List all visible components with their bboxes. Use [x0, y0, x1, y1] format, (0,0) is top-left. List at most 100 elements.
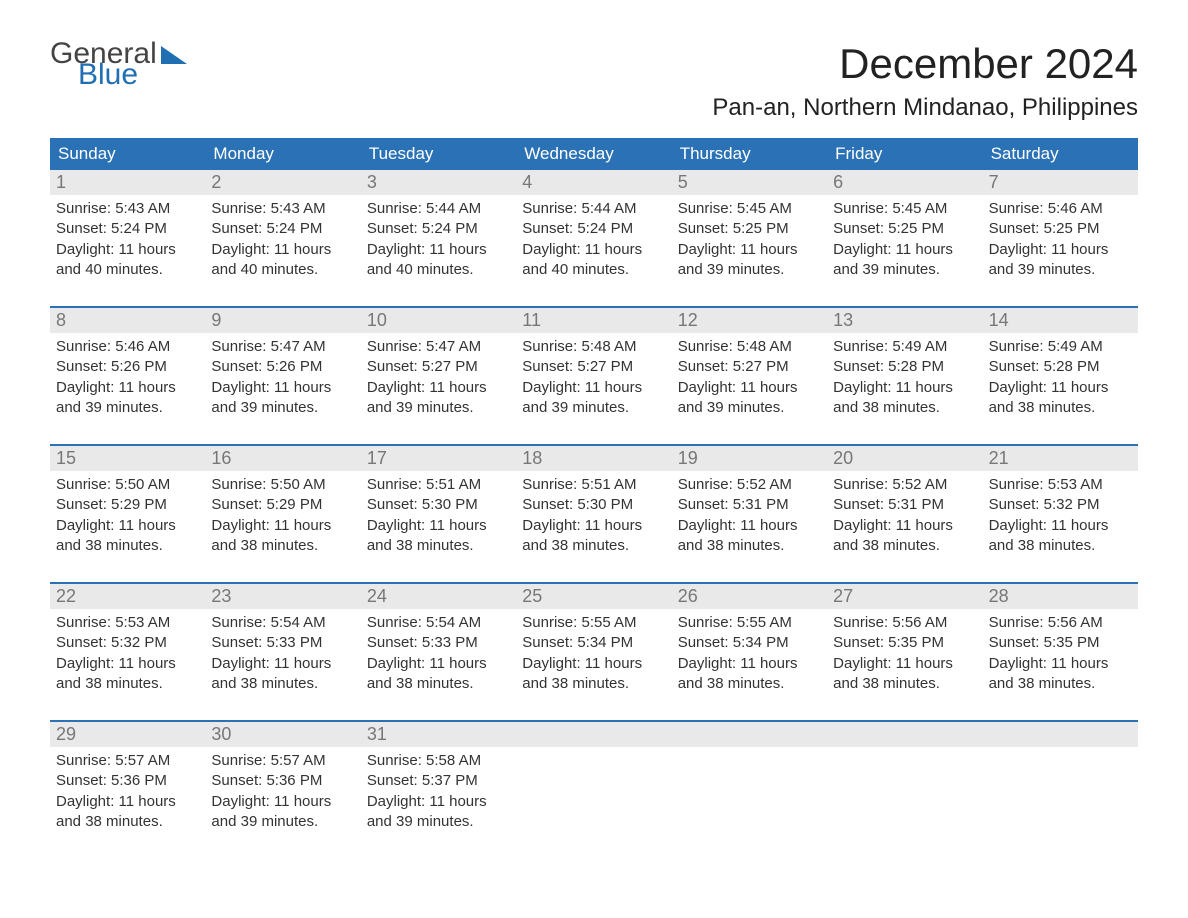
sunset-text: Sunset: 5:24 PM	[522, 219, 665, 239]
sunset-text: Sunset: 5:27 PM	[367, 357, 510, 377]
daylight-text: Daylight: 11 hours and 38 minutes.	[56, 792, 199, 833]
day-cell	[827, 747, 982, 850]
sunset-text: Sunset: 5:31 PM	[678, 495, 821, 515]
sunrise-text: Sunrise: 5:48 AM	[678, 337, 821, 357]
daynum-row: 293031	[50, 722, 1138, 747]
sunrise-text: Sunrise: 5:53 AM	[56, 613, 199, 633]
daylight-text: Daylight: 11 hours and 40 minutes.	[522, 240, 665, 281]
weekday-header: Friday	[827, 138, 982, 170]
sunrise-text: Sunrise: 5:49 AM	[833, 337, 976, 357]
day-number	[672, 722, 827, 747]
sunrise-text: Sunrise: 5:57 AM	[211, 751, 354, 771]
daylight-text: Daylight: 11 hours and 38 minutes.	[989, 654, 1132, 695]
day-number: 2	[205, 170, 360, 195]
sunrise-text: Sunrise: 5:45 AM	[833, 199, 976, 219]
day-cell: Sunrise: 5:50 AMSunset: 5:29 PMDaylight:…	[205, 471, 360, 574]
calendar-week: 891011121314Sunrise: 5:46 AMSunset: 5:26…	[50, 306, 1138, 436]
day-number: 6	[827, 170, 982, 195]
daylight-text: Daylight: 11 hours and 39 minutes.	[678, 378, 821, 419]
sunrise-text: Sunrise: 5:57 AM	[56, 751, 199, 771]
daylight-text: Daylight: 11 hours and 39 minutes.	[367, 378, 510, 419]
sunset-text: Sunset: 5:36 PM	[211, 771, 354, 791]
day-number: 29	[50, 722, 205, 747]
day-cell: Sunrise: 5:46 AMSunset: 5:26 PMDaylight:…	[50, 333, 205, 436]
day-cell: Sunrise: 5:57 AMSunset: 5:36 PMDaylight:…	[205, 747, 360, 850]
sunrise-text: Sunrise: 5:44 AM	[522, 199, 665, 219]
calendar-week: 293031Sunrise: 5:57 AMSunset: 5:36 PMDay…	[50, 720, 1138, 850]
day-cell: Sunrise: 5:49 AMSunset: 5:28 PMDaylight:…	[983, 333, 1138, 436]
day-number: 14	[983, 308, 1138, 333]
daynum-row: 891011121314	[50, 308, 1138, 333]
day-cell: Sunrise: 5:55 AMSunset: 5:34 PMDaylight:…	[516, 609, 671, 712]
sunrise-text: Sunrise: 5:55 AM	[522, 613, 665, 633]
day-number: 3	[361, 170, 516, 195]
sunrise-text: Sunrise: 5:54 AM	[367, 613, 510, 633]
sunset-text: Sunset: 5:30 PM	[522, 495, 665, 515]
day-number	[827, 722, 982, 747]
daylight-text: Daylight: 11 hours and 38 minutes.	[833, 654, 976, 695]
day-number: 24	[361, 584, 516, 609]
day-number: 13	[827, 308, 982, 333]
day-cell: Sunrise: 5:57 AMSunset: 5:36 PMDaylight:…	[50, 747, 205, 850]
sunrise-text: Sunrise: 5:46 AM	[56, 337, 199, 357]
day-cell: Sunrise: 5:52 AMSunset: 5:31 PMDaylight:…	[827, 471, 982, 574]
sunset-text: Sunset: 5:25 PM	[833, 219, 976, 239]
day-cell: Sunrise: 5:56 AMSunset: 5:35 PMDaylight:…	[827, 609, 982, 712]
daylight-text: Daylight: 11 hours and 40 minutes.	[56, 240, 199, 281]
calendar-week: 15161718192021Sunrise: 5:50 AMSunset: 5:…	[50, 444, 1138, 574]
day-number: 23	[205, 584, 360, 609]
day-cell: Sunrise: 5:48 AMSunset: 5:27 PMDaylight:…	[516, 333, 671, 436]
day-number: 31	[361, 722, 516, 747]
day-cell: Sunrise: 5:43 AMSunset: 5:24 PMDaylight:…	[205, 195, 360, 298]
weekday-header: Tuesday	[361, 138, 516, 170]
daynum-row: 1234567	[50, 170, 1138, 195]
weekday-header: Sunday	[50, 138, 205, 170]
sunrise-text: Sunrise: 5:56 AM	[989, 613, 1132, 633]
calendar-week: 1234567Sunrise: 5:43 AMSunset: 5:24 PMDa…	[50, 170, 1138, 298]
daynum-row: 15161718192021	[50, 446, 1138, 471]
day-number	[516, 722, 671, 747]
daylight-text: Daylight: 11 hours and 38 minutes.	[833, 516, 976, 557]
logo: General Blue	[50, 40, 187, 88]
daylight-text: Daylight: 11 hours and 38 minutes.	[367, 654, 510, 695]
sunrise-text: Sunrise: 5:43 AM	[211, 199, 354, 219]
sunrise-text: Sunrise: 5:48 AM	[522, 337, 665, 357]
day-cell: Sunrise: 5:44 AMSunset: 5:24 PMDaylight:…	[516, 195, 671, 298]
day-cell: Sunrise: 5:46 AMSunset: 5:25 PMDaylight:…	[983, 195, 1138, 298]
daylight-text: Daylight: 11 hours and 38 minutes.	[367, 516, 510, 557]
daylight-text: Daylight: 11 hours and 38 minutes.	[56, 654, 199, 695]
day-number: 27	[827, 584, 982, 609]
sunset-text: Sunset: 5:27 PM	[678, 357, 821, 377]
day-number: 15	[50, 446, 205, 471]
day-number	[983, 722, 1138, 747]
sunset-text: Sunset: 5:24 PM	[211, 219, 354, 239]
sunset-text: Sunset: 5:24 PM	[367, 219, 510, 239]
day-cell: Sunrise: 5:56 AMSunset: 5:35 PMDaylight:…	[983, 609, 1138, 712]
day-cell: Sunrise: 5:47 AMSunset: 5:26 PMDaylight:…	[205, 333, 360, 436]
day-cell: Sunrise: 5:55 AMSunset: 5:34 PMDaylight:…	[672, 609, 827, 712]
day-cell: Sunrise: 5:45 AMSunset: 5:25 PMDaylight:…	[672, 195, 827, 298]
sunrise-text: Sunrise: 5:51 AM	[522, 475, 665, 495]
sunset-text: Sunset: 5:29 PM	[56, 495, 199, 515]
day-cell: Sunrise: 5:51 AMSunset: 5:30 PMDaylight:…	[516, 471, 671, 574]
location-subtitle: Pan-an, Northern Mindanao, Philippines	[50, 94, 1138, 122]
sunrise-text: Sunrise: 5:49 AM	[989, 337, 1132, 357]
sunset-text: Sunset: 5:25 PM	[989, 219, 1132, 239]
day-number: 26	[672, 584, 827, 609]
calendar: Sunday Monday Tuesday Wednesday Thursday…	[50, 138, 1138, 850]
day-number: 19	[672, 446, 827, 471]
weekday-header: Monday	[205, 138, 360, 170]
day-number: 5	[672, 170, 827, 195]
daylight-text: Daylight: 11 hours and 38 minutes.	[989, 516, 1132, 557]
daylight-text: Daylight: 11 hours and 39 minutes.	[211, 792, 354, 833]
sunset-text: Sunset: 5:31 PM	[833, 495, 976, 515]
day-cell: Sunrise: 5:52 AMSunset: 5:31 PMDaylight:…	[672, 471, 827, 574]
daylight-text: Daylight: 11 hours and 39 minutes.	[367, 792, 510, 833]
day-cell: Sunrise: 5:43 AMSunset: 5:24 PMDaylight:…	[50, 195, 205, 298]
weekday-header-row: Sunday Monday Tuesday Wednesday Thursday…	[50, 138, 1138, 170]
daylight-text: Daylight: 11 hours and 38 minutes.	[56, 516, 199, 557]
day-number: 12	[672, 308, 827, 333]
day-cell: Sunrise: 5:50 AMSunset: 5:29 PMDaylight:…	[50, 471, 205, 574]
day-number: 1	[50, 170, 205, 195]
sunrise-text: Sunrise: 5:51 AM	[367, 475, 510, 495]
